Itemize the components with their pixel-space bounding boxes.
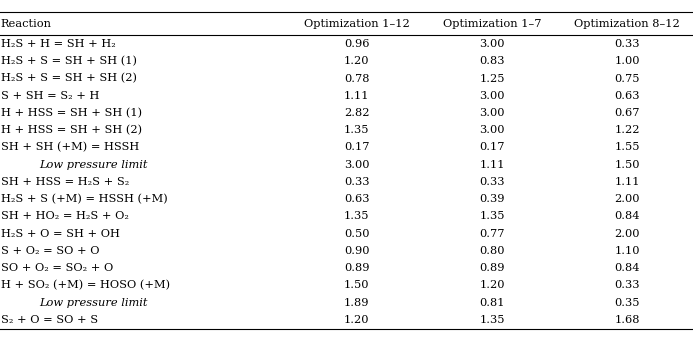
- Text: 3.00: 3.00: [480, 39, 505, 49]
- Text: 0.33: 0.33: [480, 177, 505, 187]
- Text: 0.33: 0.33: [615, 39, 640, 49]
- Text: 1.20: 1.20: [344, 56, 369, 66]
- Text: 0.50: 0.50: [344, 229, 369, 239]
- Text: 0.39: 0.39: [480, 194, 505, 204]
- Text: H₂S + H = SH + H₂: H₂S + H = SH + H₂: [1, 39, 116, 49]
- Text: Optimization 1–7: Optimization 1–7: [443, 19, 541, 29]
- Text: 0.63: 0.63: [344, 194, 369, 204]
- Text: 0.78: 0.78: [344, 73, 369, 84]
- Text: 0.35: 0.35: [615, 298, 640, 308]
- Text: H + SO₂ (+M) = HOSO (+M): H + SO₂ (+M) = HOSO (+M): [1, 280, 170, 290]
- Text: 3.00: 3.00: [344, 160, 369, 170]
- Text: SO + O₂ = SO₂ + O: SO + O₂ = SO₂ + O: [1, 263, 113, 273]
- Text: 3.00: 3.00: [480, 125, 505, 135]
- Text: 1.35: 1.35: [480, 315, 505, 325]
- Text: S₂ + O = SO + S: S₂ + O = SO + S: [1, 315, 98, 325]
- Text: 0.80: 0.80: [480, 246, 505, 256]
- Text: 2.00: 2.00: [615, 229, 640, 239]
- Text: 0.17: 0.17: [344, 143, 369, 152]
- Text: H + HSS = SH + SH (1): H + HSS = SH + SH (1): [1, 108, 142, 118]
- Text: S + SH = S₂ + H: S + SH = S₂ + H: [1, 91, 99, 101]
- Text: 1.20: 1.20: [480, 280, 505, 290]
- Text: 1.35: 1.35: [480, 212, 505, 221]
- Text: 0.96: 0.96: [344, 39, 369, 49]
- Text: H₂S + S (+M) = HSSH (+M): H₂S + S (+M) = HSSH (+M): [1, 194, 168, 204]
- Text: 0.84: 0.84: [615, 263, 640, 273]
- Text: SH + SH (+M) = HSSH: SH + SH (+M) = HSSH: [1, 142, 139, 153]
- Text: SH + HSS = H₂S + S₂: SH + HSS = H₂S + S₂: [1, 177, 129, 187]
- Text: S + O₂ = SO + O: S + O₂ = SO + O: [1, 246, 99, 256]
- Text: 0.81: 0.81: [480, 298, 505, 308]
- Text: 1.35: 1.35: [344, 212, 369, 221]
- Text: 0.17: 0.17: [480, 143, 505, 152]
- Text: H₂S + O = SH + OH: H₂S + O = SH + OH: [1, 229, 120, 239]
- Text: 1.11: 1.11: [480, 160, 505, 170]
- Text: 0.75: 0.75: [615, 73, 640, 84]
- Text: Optimization 8–12: Optimization 8–12: [574, 19, 680, 29]
- Text: 3.00: 3.00: [480, 108, 505, 118]
- Text: 2.00: 2.00: [615, 194, 640, 204]
- Text: 1.68: 1.68: [615, 315, 640, 325]
- Text: 1.55: 1.55: [615, 143, 640, 152]
- Text: 1.20: 1.20: [344, 315, 369, 325]
- Text: 0.33: 0.33: [344, 177, 369, 187]
- Text: 1.35: 1.35: [344, 125, 369, 135]
- Text: 1.25: 1.25: [480, 73, 505, 84]
- Text: 0.90: 0.90: [344, 246, 369, 256]
- Text: H₂S + S = SH + SH (1): H₂S + S = SH + SH (1): [1, 56, 137, 66]
- Text: 0.89: 0.89: [344, 263, 369, 273]
- Text: 3.00: 3.00: [480, 91, 505, 101]
- Text: Optimization 1–12: Optimization 1–12: [304, 19, 410, 29]
- Text: 1.00: 1.00: [615, 56, 640, 66]
- Text: 1.10: 1.10: [615, 246, 640, 256]
- Text: 1.11: 1.11: [344, 91, 369, 101]
- Text: H₂S + S = SH + SH (2): H₂S + S = SH + SH (2): [1, 73, 137, 84]
- Text: 0.83: 0.83: [480, 56, 505, 66]
- Text: 1.22: 1.22: [615, 125, 640, 135]
- Text: 0.33: 0.33: [615, 280, 640, 290]
- Text: H + HSS = SH + SH (2): H + HSS = SH + SH (2): [1, 125, 142, 135]
- Text: 0.77: 0.77: [480, 229, 505, 239]
- Text: 1.50: 1.50: [615, 160, 640, 170]
- Text: 0.84: 0.84: [615, 212, 640, 221]
- Text: 0.89: 0.89: [480, 263, 505, 273]
- Text: SH + HO₂ = H₂S + O₂: SH + HO₂ = H₂S + O₂: [1, 212, 129, 221]
- Text: 0.63: 0.63: [615, 91, 640, 101]
- Text: Low pressure limit: Low pressure limit: [39, 160, 148, 170]
- Text: Low pressure limit: Low pressure limit: [39, 298, 148, 308]
- Text: 1.50: 1.50: [344, 280, 369, 290]
- Text: Reaction: Reaction: [1, 19, 52, 29]
- Text: 1.89: 1.89: [344, 298, 369, 308]
- Text: 2.82: 2.82: [344, 108, 369, 118]
- Text: 0.67: 0.67: [615, 108, 640, 118]
- Text: 1.11: 1.11: [615, 177, 640, 187]
